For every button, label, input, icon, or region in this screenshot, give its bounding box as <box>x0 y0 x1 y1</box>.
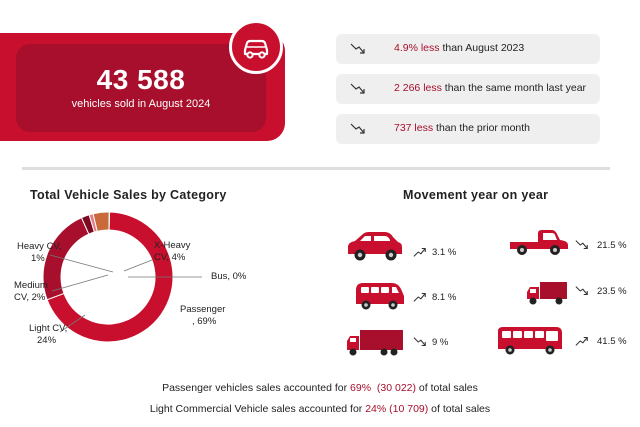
trend-up-icon <box>413 292 426 302</box>
label-bus: Bus, 0% <box>211 271 246 283</box>
label-line: X-Heavy <box>154 240 191 251</box>
footer-text: of total sales <box>428 403 491 415</box>
footer-text: Passenger vehicles sales accounted for <box>162 382 351 394</box>
stat-text: than August 2023 <box>439 42 525 54</box>
leader-xheavy <box>123 259 153 272</box>
change-light-commercial: 21.5 % <box>597 240 627 251</box>
hatchback-icon <box>348 232 402 261</box>
heavy-truck-icon <box>347 330 403 356</box>
change-heavy-truck: 9 % <box>432 337 449 348</box>
label-heavy-cv: Heavy CV, 1% <box>17 241 62 264</box>
footer-text: of total sales <box>416 382 478 394</box>
stat-highlight: 4.9% less <box>394 42 440 54</box>
trend-up-icon <box>413 247 426 257</box>
vehicles-sold-caption: vehicles sold in August 2024 <box>71 98 211 110</box>
car-badge <box>229 20 283 74</box>
label-medium-cv: Medium CV, 2% <box>14 280 48 303</box>
footer-lcv-share: Light Commercial Vehicle sales accounted… <box>0 403 640 415</box>
label-line: CV, 4% <box>154 251 186 263</box>
label-line: 24% <box>37 334 57 346</box>
minibus-icon <box>356 283 404 310</box>
donut-slice-passenger <box>46 211 174 343</box>
stat-vs-same-month: 2 266 less than the same month last year <box>336 74 600 104</box>
trend-down-icon <box>350 83 365 94</box>
label-line: , 69% <box>192 315 217 327</box>
medium-truck-icon <box>527 282 567 305</box>
leader-medium <box>51 274 109 292</box>
label-passenger: Passenger , 69% <box>180 304 225 327</box>
category-chart-title: Total Vehicle Sales by Category <box>30 188 227 202</box>
change-passenger: 3.1 % <box>432 247 457 258</box>
trend-down-icon <box>413 337 426 347</box>
label-line: Heavy CV, <box>17 241 62 252</box>
stat-text: than the same month last year <box>441 82 587 94</box>
stat-vs-august-2023: 4.9% less than August 2023 <box>336 34 600 64</box>
footer-text: Light Commercial Vehicle sales accounted… <box>149 403 366 415</box>
trend-up-icon <box>575 336 588 346</box>
change-minibus: 8.1 % <box>432 292 457 303</box>
category-donut-chart <box>42 211 202 343</box>
leader-light <box>59 314 86 333</box>
stat-vs-prior-month: 737 less than the prior month <box>336 114 600 144</box>
trend-down-icon <box>350 43 365 54</box>
bus-icon <box>498 327 562 355</box>
trend-down-icon <box>350 123 365 134</box>
footer-highlight: (30 022) <box>376 382 417 394</box>
label-light-cv: Light CV, 24% <box>29 323 67 346</box>
label-line: CV, 2% <box>14 291 46 303</box>
footer-highlight: 69% <box>350 382 372 394</box>
stat-text: than the prior month <box>433 122 530 134</box>
label-line: Bus, 0% <box>211 271 247 282</box>
stat-highlight: 2 266 less <box>394 82 442 94</box>
footer-highlight: 24% (10 709) <box>365 403 429 415</box>
label-line: 1% <box>31 252 45 264</box>
leader-heavy <box>49 254 114 273</box>
pickup-icon <box>510 230 568 255</box>
stat-highlight: 737 less <box>394 122 434 134</box>
change-bus: 41.5 % <box>597 336 627 347</box>
trend-down-icon <box>575 240 588 250</box>
label-xheavy-cv: X-Heavy CV, 4% <box>154 240 190 263</box>
trend-down-icon <box>575 286 588 296</box>
label-line: Passenger <box>180 304 226 315</box>
vehicles-sold-number: 43 588 <box>96 64 186 95</box>
label-line: Medium <box>14 280 48 291</box>
movement-title: Movement year on year <box>403 188 549 202</box>
change-medium-truck: 23.5 % <box>597 286 627 297</box>
label-line: Light CV, <box>29 323 68 334</box>
donut-slice-bus <box>108 211 111 231</box>
section-divider <box>22 167 610 170</box>
hero-card-inner <box>16 44 266 132</box>
footer-passenger-share: Passenger vehicles sales accounted for 6… <box>0 382 640 394</box>
car-icon <box>243 39 269 59</box>
